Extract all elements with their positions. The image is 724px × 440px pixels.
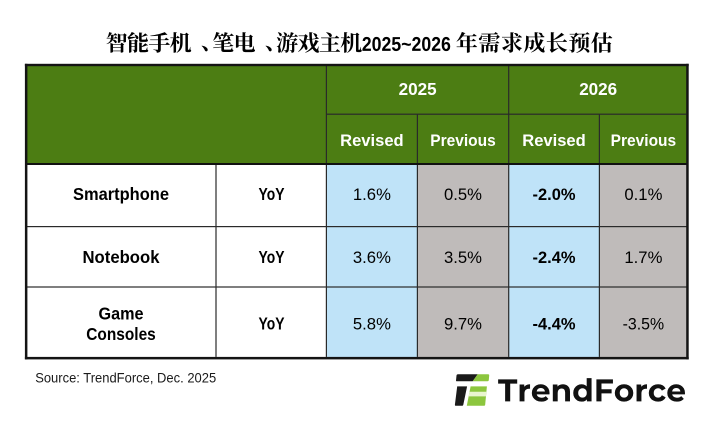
- svg-text:-4.4%: -4.4%: [533, 316, 576, 334]
- svg-text:9.7%: 9.7%: [444, 316, 482, 334]
- svg-text:-2.4%: -2.4%: [533, 249, 576, 267]
- svg-text:Smartphone: Smartphone: [73, 184, 169, 204]
- svg-text:3.6%: 3.6%: [353, 249, 391, 267]
- svg-text:1.7%: 1.7%: [624, 249, 662, 267]
- svg-text:Game: Game: [99, 304, 144, 324]
- svg-text:-2.0%: -2.0%: [533, 186, 576, 204]
- svg-text:Previous: Previous: [611, 131, 677, 150]
- svg-text:Revised: Revised: [522, 131, 586, 150]
- svg-text:Notebook: Notebook: [83, 247, 160, 267]
- svg-text:2025: 2025: [399, 79, 437, 99]
- svg-text:5.8%: 5.8%: [353, 316, 391, 334]
- svg-text:Source: TrendForce, Dec. 2025: Source: TrendForce, Dec. 2025: [35, 370, 216, 386]
- svg-text:1.6%: 1.6%: [353, 186, 391, 204]
- svg-text:Previous: Previous: [430, 131, 496, 150]
- svg-text:3.5%: 3.5%: [444, 249, 482, 267]
- svg-text:0.5%: 0.5%: [444, 186, 482, 204]
- svg-text:YoY: YoY: [259, 314, 285, 334]
- svg-text:Revised: Revised: [340, 131, 404, 150]
- svg-text:YoY: YoY: [259, 247, 285, 267]
- svg-text:2026: 2026: [579, 79, 617, 99]
- svg-text:YoY: YoY: [259, 184, 285, 204]
- svg-text:-3.5%: -3.5%: [623, 316, 665, 334]
- svg-text:0.1%: 0.1%: [624, 186, 662, 204]
- svg-text:Consoles: Consoles: [86, 324, 156, 344]
